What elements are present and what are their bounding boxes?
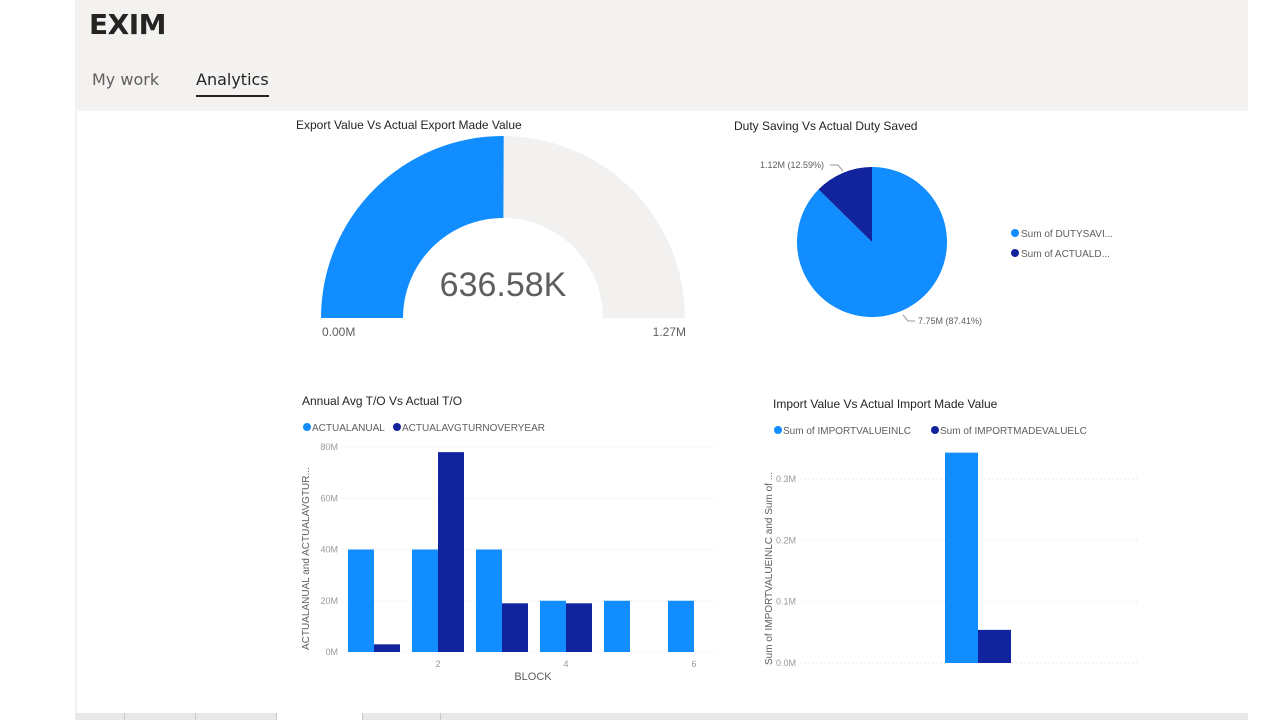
bar[interactable] (502, 603, 528, 652)
x-tick-label: 4 (563, 659, 568, 669)
page-tab[interactable] (125, 713, 196, 720)
page-tab[interactable] (363, 713, 441, 720)
pie-title: Duty Saving Vs Actual Duty Saved (734, 119, 917, 133)
legend-dot (931, 426, 939, 434)
bar[interactable] (374, 644, 400, 652)
y-tick-label: 0.1M (776, 597, 796, 607)
bar[interactable] (348, 549, 374, 653)
pie-leader-line (902, 314, 915, 322)
tab-my-work[interactable]: My work (92, 70, 160, 89)
bar1-legend-item[interactable]: ACTUALAVGTURNOVERYEAR (402, 423, 545, 434)
page-tab[interactable] (75, 713, 125, 720)
gauge-max-label: 1.27M (653, 325, 686, 339)
bar1-y-axis-title: ACTUALANUAL and ACTUALAVGTUR... (301, 467, 312, 650)
tab-analytics[interactable]: Analytics (196, 70, 269, 97)
y-tick-label: 0.3M (776, 474, 796, 484)
pie-legend-item[interactable]: Sum of DUTYSAVI... (1021, 229, 1113, 240)
y-tick-label: 20M (320, 596, 338, 606)
bar2-title: Import Value Vs Actual Import Made Value (773, 397, 998, 411)
bar2-plot: 0.0M 0.1M 0.2M 0.3M (776, 452, 1140, 668)
y-tick-label: 0.2M (776, 535, 796, 545)
bar[interactable] (978, 629, 1011, 663)
report-canvas (77, 111, 1248, 713)
x-tick-label: 6 (691, 659, 696, 669)
app-title: EXIM (89, 8, 167, 41)
bar[interactable] (668, 600, 694, 652)
pie-legend-item[interactable]: Sum of ACTUALD... (1021, 249, 1110, 260)
gauge-value: 636.58K (440, 266, 567, 304)
pie-chart (797, 167, 947, 317)
pie-leader-line (830, 164, 844, 172)
x-tick-label: 2 (435, 659, 440, 669)
legend-dot (303, 423, 311, 431)
bar[interactable] (412, 549, 438, 653)
legend-dot (393, 423, 401, 431)
pie-slice[interactable] (818, 167, 872, 242)
y-tick-label: 60M (320, 493, 338, 503)
pie-label-actual: 1.12M (12.59%) (760, 160, 824, 170)
bar[interactable] (945, 452, 978, 663)
gauge-title: Export Value Vs Actual Export Made Value (296, 118, 522, 132)
bar[interactable] (540, 600, 566, 652)
app-shell: EXIM My work Analytics (75, 0, 1248, 720)
page-tab-active[interactable] (277, 713, 363, 720)
bar2-legend-item[interactable]: Sum of IMPORTMADEVALUELC (940, 426, 1087, 437)
bar1-title: Annual Avg T/O Vs Actual T/O (302, 394, 462, 408)
bar1-plot: 0M 20M 40M 60M 80M 2 4 6 (320, 442, 716, 669)
y-tick-label: 80M (320, 442, 338, 452)
y-tick-label: 0.0M (776, 658, 796, 668)
bar1-x-axis-title: BLOCK (514, 671, 552, 683)
legend-dot (774, 426, 782, 434)
bar[interactable] (604, 600, 630, 652)
page-tab[interactable] (196, 713, 277, 720)
legend-dot (1011, 249, 1019, 257)
gauge-min-label: 0.00M (322, 325, 355, 339)
page-tab-strip (441, 713, 1248, 720)
y-tick-label: 40M (320, 545, 338, 555)
bar1-legend-item[interactable]: ACTUALANUAL (312, 423, 385, 434)
bar2-y-axis-title: Sum of IMPORTVALUEINLC and Sum of ... (764, 472, 775, 665)
pie-label-saving: 7.75M (87.41%) (918, 316, 982, 326)
bar2-legend-item[interactable]: Sum of IMPORTVALUEINLC (783, 426, 911, 437)
y-tick-label: 0M (325, 647, 338, 657)
gauge-fill (321, 136, 504, 318)
bar[interactable] (438, 452, 464, 652)
bar[interactable] (476, 549, 502, 653)
bar[interactable] (566, 603, 592, 652)
legend-dot (1011, 229, 1019, 237)
